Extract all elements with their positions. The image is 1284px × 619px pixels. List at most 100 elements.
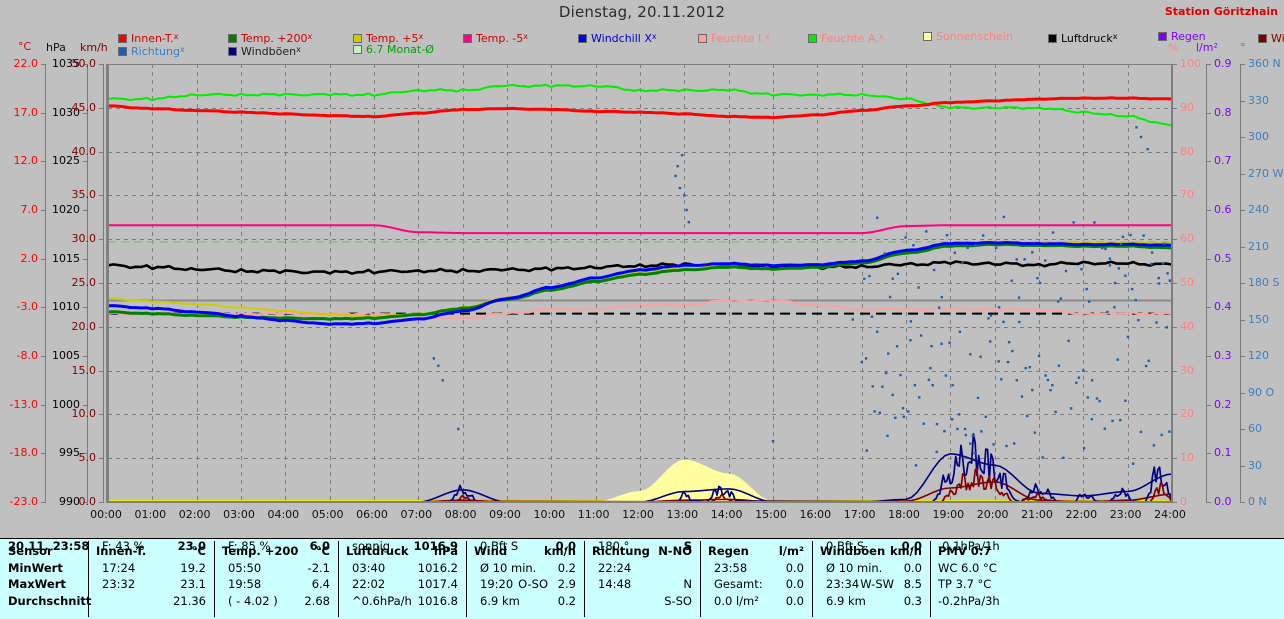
legend-item-innen-t[interactable]: Innen-T.x <box>118 31 179 45</box>
legend-item-windb-en[interactable]: Windböenx <box>228 44 301 58</box>
legend-item-temp-5[interactable]: Temp. -5x <box>463 31 528 45</box>
scatter-point <box>1098 399 1101 403</box>
scatter-point <box>678 186 682 190</box>
axis-spine <box>103 64 104 502</box>
legend-item-temp-5[interactable]: Temp. +5x <box>353 31 423 45</box>
scatter-point <box>1152 444 1156 447</box>
scatter-point <box>1010 279 1013 282</box>
table-column-unit: hPa <box>433 544 458 558</box>
table-column-unit: km/h <box>889 544 922 558</box>
scatter-point <box>876 330 879 333</box>
table-cell-value: S <box>683 539 692 553</box>
scatter-point <box>894 416 897 419</box>
scatter-point <box>1126 335 1130 339</box>
axis-spine <box>1172 64 1173 502</box>
axis-tick-mark <box>1240 429 1245 430</box>
table-cell-value: 0.0 <box>555 539 576 553</box>
axis-tick-mark <box>41 307 46 309</box>
scatter-point <box>1077 376 1081 379</box>
scatter-point <box>1108 257 1112 260</box>
axis-spine <box>45 64 46 502</box>
legend-item-luftdruck[interactable]: Luftdruckx <box>1048 31 1118 45</box>
axis-tick-label: 1030 <box>52 105 80 119</box>
scatter-point <box>940 342 943 345</box>
chart-plot-area[interactable] <box>106 64 1172 503</box>
axis-tick-mark <box>1172 414 1177 416</box>
legend-item-regen[interactable]: Regen <box>1158 31 1206 43</box>
x-axis-tick-label: 19:00 <box>932 508 965 521</box>
scatter-point <box>1064 269 1068 273</box>
chart-gridlines <box>108 64 1172 502</box>
scatter-point <box>1150 251 1154 254</box>
legend-item-windchill-x[interactable]: Windchill Xx <box>578 31 657 45</box>
axis-tick-label: 120 <box>1248 349 1269 362</box>
scatter-point <box>925 230 928 233</box>
table-cell-label: Ø 10 min. <box>480 561 537 575</box>
scatter-point <box>896 272 900 275</box>
axis-tick-mark <box>83 307 88 309</box>
scatter-point <box>870 315 874 318</box>
scatter-point <box>1144 364 1148 368</box>
legend-item-feuchte-a[interactable]: Feuchte A.x <box>808 31 884 45</box>
axis-tick-mark <box>99 502 104 503</box>
axis-tick-label: 150 <box>1248 312 1269 326</box>
axis-tick-mark <box>1172 195 1177 197</box>
axis-tick-mark <box>1240 502 1245 503</box>
legend-sup: x <box>173 32 179 41</box>
scatter-point <box>980 430 983 433</box>
legend-item-wind[interactable]: Windx <box>1258 31 1284 45</box>
axis-tick-mark <box>1172 64 1177 65</box>
legend-item-sonnenschein[interactable]: Sonnenschein <box>923 31 1013 43</box>
axis-tick-label: 0.5 <box>1214 251 1232 265</box>
scatter-point <box>457 427 460 431</box>
legend-item-6-7-monat[interactable]: 6.7 Monat-Ø <box>353 44 434 56</box>
scatter-point <box>1113 306 1116 309</box>
x-axis-tick-label: 04:00 <box>267 508 300 521</box>
table-cell-label: 05:50 <box>228 561 262 575</box>
legend-swatch-icon <box>1258 34 1267 43</box>
table-column-header: Wind <box>474 544 508 558</box>
scatter-point <box>1108 264 1112 267</box>
axis-tick-label: 15.0 <box>71 363 97 377</box>
scatter-point <box>1111 419 1114 423</box>
legend-item-temp-200[interactable]: Temp. +200x <box>228 31 312 45</box>
x-axis-tick-label: 21:00 <box>1021 508 1053 521</box>
legend-sup: x <box>418 32 424 41</box>
scatter-point <box>1165 326 1168 329</box>
scatter-point <box>865 449 868 452</box>
x-axis-tick-label: 11:00 <box>577 508 610 521</box>
table-cell-label: 14:48 <box>598 577 632 591</box>
axis-tick-mark <box>83 112 88 114</box>
scatter-point <box>441 379 444 382</box>
axis-tick-label: -13.0 <box>9 397 38 411</box>
scatter-point <box>876 216 879 219</box>
table-cell: TP 3.7 °C <box>938 577 992 591</box>
axis-tick-label: 90 <box>1180 100 1194 114</box>
legend-item-feuchte-i[interactable]: Feuchte I.x <box>698 31 770 45</box>
axis-tick-mark <box>1240 173 1245 175</box>
axis-tick-label: 0.6 <box>1214 203 1232 216</box>
scatter-point <box>1026 414 1029 418</box>
x-axis-tick-label: 03:00 <box>223 508 255 521</box>
x-axis-tick-label: 10:00 <box>533 508 566 521</box>
scatter-point <box>944 374 948 377</box>
axis-tick-mark <box>41 453 46 455</box>
axis-tick-label: 1025 <box>52 154 80 168</box>
axis-tick-label: 70 <box>1180 188 1194 202</box>
scatter-point <box>1103 427 1106 430</box>
scatter-point <box>1002 215 1006 219</box>
axis-tick-label: 0.0 <box>78 495 97 508</box>
x-axis-tick-label: 17:00 <box>843 508 876 521</box>
scatter-point <box>1051 231 1055 234</box>
scatter-point <box>1044 259 1047 262</box>
scatter-point <box>1031 388 1034 392</box>
axis-tick-mark <box>83 453 88 455</box>
scatter-point <box>929 367 932 370</box>
station-name: Station Göritzhain <box>1164 5 1278 18</box>
scatter-point <box>683 194 686 197</box>
legend-item-richtung[interactable]: Richtungx <box>118 44 185 58</box>
axis-tick-label: 0 <box>1180 495 1187 508</box>
table-cell-value: 6.0 <box>309 539 330 553</box>
table-cell-value: 0.2 <box>557 561 576 575</box>
x-axis-tick-label: 02:00 <box>178 508 211 521</box>
